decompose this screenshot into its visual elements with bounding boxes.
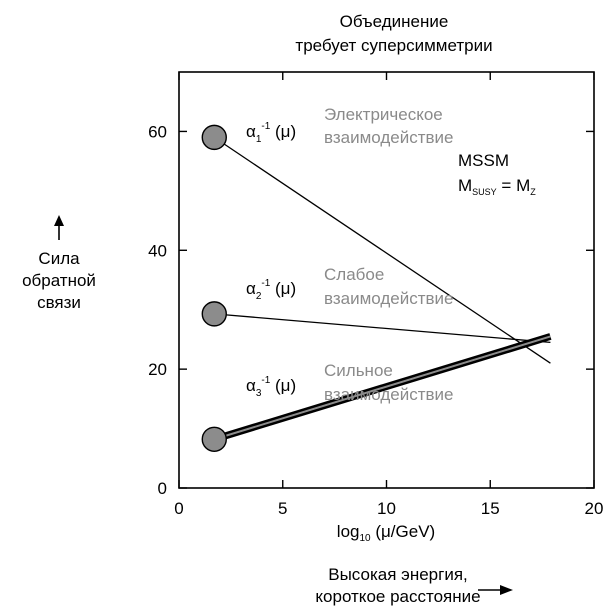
- series-2-line: [214, 313, 551, 344]
- series-2-symbol-label: α2 -1 (μ): [246, 278, 296, 302]
- y-axis-label-line1: Сила: [38, 249, 80, 268]
- series-1-sub: 1: [256, 134, 262, 145]
- series-markers: [201, 124, 227, 452]
- series-1-arg: (μ): [270, 122, 296, 141]
- series-3-arg: (μ): [270, 376, 296, 395]
- series-3-label-line1: Сильное: [324, 361, 393, 380]
- x-tick-label: 15: [481, 499, 500, 518]
- series-3-start-marker: [201, 426, 227, 452]
- series-2-start-marker: [201, 301, 227, 327]
- y-axis-label-line2: обратной: [22, 271, 96, 290]
- chart-title-line1: Объединение: [340, 12, 449, 31]
- series-1-label-line1: Электрическое: [324, 105, 443, 124]
- x-tick-label: 10: [377, 499, 396, 518]
- energy-right-arrow: [478, 585, 513, 595]
- series-1-sup: -1: [261, 121, 270, 132]
- x-tick-label: 5: [278, 499, 287, 518]
- series-3-sub: 3: [256, 388, 262, 399]
- series-3-band-core: [213, 335, 551, 441]
- series-2-arg: (μ): [270, 279, 296, 298]
- y-axis-label-line3: связи: [37, 293, 81, 312]
- annotation-sub2: Z: [530, 187, 536, 197]
- series-2-label-line1: Слабое: [324, 265, 384, 284]
- series-1-symbol-label: α1 -1 (μ): [246, 121, 296, 145]
- annotation-m2: M: [516, 176, 530, 195]
- bottom-caption-line2: короткое расстояние: [315, 587, 480, 606]
- x-axis-label-log: log: [337, 522, 360, 541]
- y-axis-up-arrow: [54, 215, 64, 240]
- annotation-sub1: SUSY: [472, 187, 497, 197]
- x-tick-label: 20: [585, 499, 604, 518]
- series-1-start-marker: [201, 124, 227, 151]
- x-axis-label-sub: 10: [359, 533, 371, 544]
- y-tick-label: 0: [158, 479, 167, 498]
- x-axis-label: log10 (μ/GeV): [337, 522, 435, 544]
- annotation-mssm: MSSM: [458, 151, 509, 170]
- series-1-label-line2: взаимодействие: [324, 128, 454, 147]
- annotation-m1: M: [458, 176, 472, 195]
- x-axis-label-rest: (μ/GeV): [371, 522, 436, 541]
- series-3-sup: -1: [261, 375, 270, 386]
- y-tick-label: 40: [148, 241, 167, 260]
- series-2-sup: -1: [261, 278, 270, 289]
- series-lines: [213, 136, 552, 443]
- y-tick-label: 20: [148, 360, 167, 379]
- axis-ticks: 0 5 10 15 20 0 20 40 60: [148, 72, 603, 518]
- series-2-label-line2: взаимодействие: [324, 289, 454, 308]
- series-2-greek: α: [246, 279, 256, 298]
- annotation-eq: =: [497, 176, 516, 195]
- series-3-greek: α: [246, 376, 256, 395]
- annotation-msusy-eq-mz: MSUSY = MZ: [458, 176, 536, 197]
- series-3-label-line2: взаимодействие: [324, 385, 454, 404]
- series-2-sub: 2: [256, 291, 262, 302]
- series-1-line: [213, 136, 551, 364]
- x-tick-label: 0: [174, 499, 183, 518]
- y-tick-label: 60: [148, 122, 167, 141]
- chart-title-line2: требует суперсимметрии: [295, 36, 492, 55]
- series-1-greek: α: [246, 122, 256, 141]
- series-3-symbol-label: α3 -1 (μ): [246, 375, 296, 399]
- bottom-caption-line1: Высокая энергия,: [328, 565, 468, 584]
